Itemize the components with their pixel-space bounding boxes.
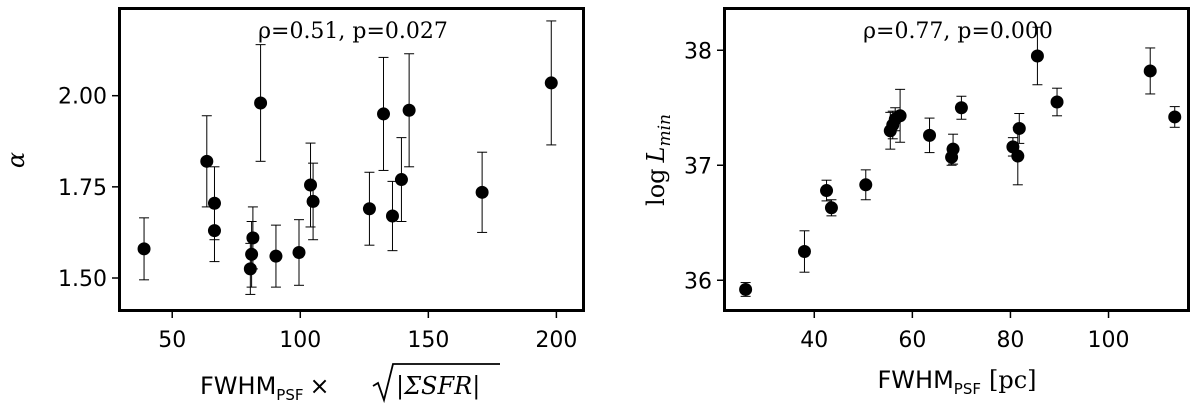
right-data-point: [1168, 110, 1181, 123]
right-data-point: [825, 201, 838, 214]
left-x-axis-label: FWHMPSF × |ΣSFR|: [200, 364, 500, 404]
left-data-point: [200, 155, 213, 168]
left-data-point: [138, 242, 151, 255]
right-y-tick-label: 38: [684, 39, 712, 64]
right-data-point: [1051, 96, 1064, 109]
left-data-point: [545, 76, 558, 89]
left-x-tick-label: 50: [158, 328, 186, 353]
right-y-label-var: L: [642, 147, 670, 164]
left-x-label-main: FWHM: [200, 372, 276, 400]
right-data-point: [923, 129, 936, 142]
left-y-tick-label: 2.00: [58, 85, 107, 110]
left-data-point: [304, 179, 317, 192]
right-data-point: [1144, 64, 1157, 77]
left-x-tick-label: 150: [407, 328, 449, 353]
svg-text:FWHMPSF×: FWHMPSF ×: [200, 372, 330, 404]
right-data-point: [947, 143, 960, 156]
right-y-label-sub: min: [655, 114, 675, 147]
left-data-point: [395, 173, 408, 186]
left-x-tick-label: 100: [279, 328, 321, 353]
right-data-point: [739, 283, 752, 296]
left-plot-marks: 50 100 150 200 1.50 1.75 2.00: [58, 21, 577, 353]
left-data-point: [208, 224, 221, 237]
left-data-point: [403, 104, 416, 117]
right-y-label-log: log: [642, 168, 670, 206]
right-data-point: [955, 101, 968, 114]
left-correlation-annotation: ρ=0.51, p=0.027: [258, 19, 448, 44]
right-y-tick-label: 37: [684, 154, 712, 179]
left-data-point: [292, 246, 305, 259]
right-data-point: [1013, 122, 1026, 135]
right-data-point: [1011, 150, 1024, 163]
left-data-point: [254, 96, 267, 109]
left-data-point: [246, 231, 259, 244]
right-correlation-annotation: ρ=0.77, p=0.000: [863, 19, 1053, 44]
left-data-point: [269, 250, 282, 263]
left-x-tick-label: 200: [535, 328, 577, 353]
left-x-label-sqrt-content: |ΣSFR|: [396, 372, 480, 401]
left-y-tick-label: 1.75: [58, 176, 107, 201]
left-data-point: [386, 210, 399, 223]
svg-text:logLmin: log Lmin: [642, 114, 675, 206]
right-y-axis-label: log Lmin: [642, 114, 675, 206]
right-plot-marks: 40 60 80 100 36 37 38: [684, 27, 1181, 353]
right-data-point: [820, 184, 833, 197]
right-x-label-unit: [pc]: [989, 366, 1037, 394]
right-x-axis-label: FWHMPSF [pc]: [877, 366, 1036, 398]
right-x-label-main: FWHM: [877, 366, 953, 394]
right-y-tick-label: 36: [684, 269, 712, 294]
left-data-point: [307, 195, 320, 208]
right-x-label-sub: PSF: [954, 380, 981, 398]
right-data-point: [1031, 50, 1044, 63]
right-x-tick-label: 40: [800, 328, 828, 353]
left-data-point: [377, 107, 390, 120]
left-plot-frame: [120, 9, 584, 311]
right-data-point: [798, 245, 811, 258]
left-data-point: [476, 186, 489, 199]
left-y-axis-label: α: [2, 152, 30, 168]
left-data-point: [245, 248, 258, 261]
left-x-label-times: ×: [310, 372, 330, 400]
right-data-point: [859, 178, 872, 191]
right-data-point: [894, 109, 907, 122]
right-x-tick-label: 80: [996, 328, 1024, 353]
right-x-tick-label: 100: [1088, 328, 1130, 353]
left-y-tick-label: 1.50: [58, 267, 107, 292]
right-x-tick-label: 60: [898, 328, 926, 353]
left-data-point: [363, 202, 376, 215]
left-x-label-sub: PSF: [276, 386, 303, 404]
